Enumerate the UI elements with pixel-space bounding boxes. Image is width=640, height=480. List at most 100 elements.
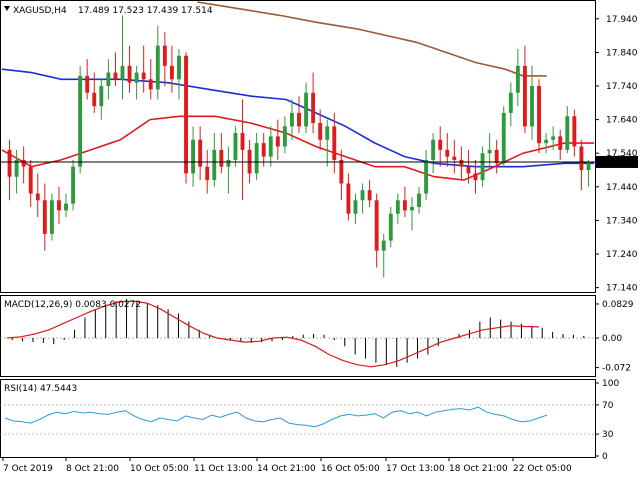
current-price-line: 17.514 [0,155,638,168]
candle-body [452,156,457,160]
candle-body [508,92,513,113]
candle-body [466,166,471,174]
ma_blue-moving-average [1,68,594,168]
candle-body [586,161,591,171]
candle-body [14,159,19,177]
price-tick-label: 17.740 [606,82,638,92]
candle-body [417,193,421,207]
rsi-tick-label: 70 [602,401,614,411]
candle-body [162,45,167,66]
candle-body [494,149,499,164]
rsi-line [4,406,548,428]
candle-body [473,173,478,181]
candle-body [438,139,443,150]
macd-label: MACD(12,26,9) 0.0083 0.0272 [4,300,141,310]
candle-body [198,139,203,167]
candle-body [42,200,47,234]
candle-body [219,149,224,167]
candle-body [339,159,344,184]
price-tick-label: 17.640 [606,116,638,126]
candle-body [537,86,541,144]
rsi-tick-label: 30 [602,430,614,440]
candle-body [268,136,273,157]
candle-body [395,200,400,214]
candle-body [402,200,407,211]
time-tick-label: 10 Oct 05:00 [130,464,189,474]
candle-body [282,126,287,147]
macd-panel-frame [0,295,596,377]
candle-body [558,136,563,150]
candle-body [544,139,549,144]
candle-body [148,79,153,90]
time-tick-label: 14 Oct 21:00 [257,464,316,474]
candle-body [332,126,337,160]
candle-body [7,149,12,177]
candle-body [367,190,372,201]
candle-body [410,206,414,211]
candle-body [445,149,450,157]
candle-body [233,133,238,160]
candle-body [134,72,139,83]
price-tick-label: 17.940 [606,15,638,25]
candle-body [226,159,231,167]
candle-body [530,86,534,127]
time-tick-label: 18 Oct 21:00 [449,464,508,474]
candlesticks [7,15,591,278]
candle-body [184,55,188,174]
candle-body [579,146,584,171]
candle-body [289,112,294,127]
macd-tick-label: 0.0829 [602,300,634,310]
symbol-label: XAGUSD,H4 [13,6,67,16]
candle-body [21,159,26,167]
rsi-panel-frame [0,379,596,458]
candle-body [346,183,351,214]
candle-body [28,166,33,194]
candle-body [572,116,577,147]
rsi-tick-label: 0 [602,452,608,462]
candle-body [78,75,83,167]
candle-body [374,200,379,251]
candle-body [240,133,245,150]
candle-body [191,139,196,174]
candle-body [304,92,309,127]
candle-body [261,143,266,157]
candle-body [424,159,429,194]
time-tick-label: 8 Oct 21:00 [66,464,119,474]
candle-body [64,203,68,211]
candle-body [71,166,76,204]
collapse-triangle-icon[interactable] [4,6,10,11]
candle-body [459,159,464,167]
candle-body [177,55,181,80]
price-tick-label: 17.440 [606,183,638,193]
candle-body [120,65,125,80]
price-tick-label: 17.140 [606,284,638,294]
time-tick-label: 17 Oct 13:00 [386,464,445,474]
current-price-label: 17.514 [600,158,632,168]
candle-body [99,86,104,107]
candle-body [431,139,436,160]
candle-body [311,92,316,123]
time-tick-label: 16 Oct 05:00 [321,464,380,474]
time-tick-label: 11 Oct 13:00 [194,464,253,474]
rsi-label: RSI(14) 47.5443 [4,384,77,394]
candle-body [565,116,570,150]
price-tick-label: 17.240 [606,250,638,260]
time-tick-label: 22 Oct 05:00 [513,464,572,474]
candle-body [35,193,40,201]
macd-signal-line [6,300,540,368]
candle-body [325,126,330,140]
ohlc-values: 17.489 17.523 17.439 17.514 [78,6,213,16]
candle-body [480,153,485,181]
price-tick-label: 17.840 [606,48,638,58]
candle-body [85,75,90,93]
candle-body [254,143,259,174]
candle-body [318,122,323,140]
symbol-header: XAGUSD,H4 17.489 17.523 17.439 17.514 [4,6,213,16]
candle-body [127,65,132,83]
rsi-tick-label: 100 [602,379,619,389]
candle-body [113,72,118,80]
candle-body [92,92,97,107]
price-tick-label: 17.340 [606,216,638,226]
candle-body [551,136,556,140]
ma_brown-moving-average [197,1,547,77]
